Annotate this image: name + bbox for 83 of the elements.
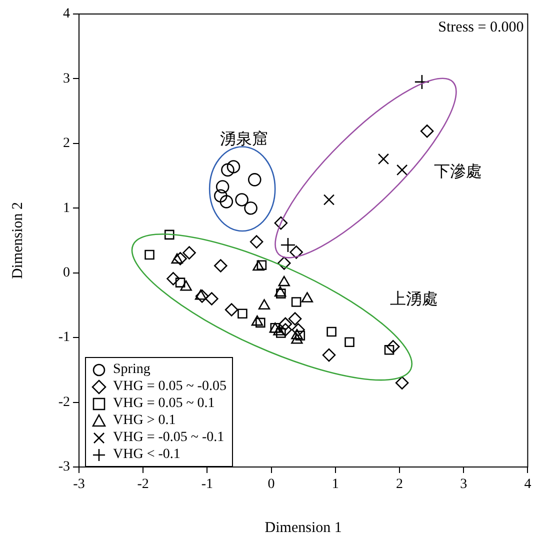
legend-label: Spring (113, 361, 150, 378)
y-tick-label: 2 (63, 136, 70, 152)
y-tick-label: 0 (63, 266, 70, 281)
legend-label: VHG < -0.1 (113, 446, 180, 463)
point (251, 315, 264, 326)
x-tick-label: -3 (73, 477, 85, 492)
legend-label: VHG = -0.05 ~ -0.1 (113, 429, 224, 446)
point (224, 303, 238, 316)
point (256, 260, 267, 270)
point (274, 286, 286, 297)
point (250, 235, 264, 248)
point (292, 323, 305, 336)
y-tick-label: 3 (63, 71, 70, 86)
point (220, 195, 234, 208)
point (288, 312, 302, 326)
point (166, 272, 180, 286)
x-tick-label: 3 (460, 477, 468, 492)
point (276, 288, 286, 298)
annotation: Stress = 0.000 (438, 19, 524, 36)
point (301, 292, 314, 302)
point (252, 260, 264, 271)
point (278, 323, 292, 336)
point (205, 292, 218, 306)
y-tick-label: 4 (63, 6, 70, 22)
point (322, 348, 336, 362)
x-tick-label: 1 (332, 477, 339, 492)
point (291, 328, 303, 340)
point (235, 193, 248, 206)
point (256, 318, 266, 328)
y-axis-title: Dimension 2 (10, 202, 26, 280)
legend-label: VHG = 0.05 ~ -0.05 (113, 378, 226, 395)
y-tick-label: 1 (63, 200, 70, 216)
annotation: 上湧處 (390, 289, 438, 308)
point (180, 280, 192, 291)
y-tick-label: -3 (58, 460, 70, 475)
point (214, 259, 228, 272)
point (344, 337, 354, 347)
x-tick-label: 0 (268, 477, 275, 492)
point (295, 330, 306, 341)
point (386, 340, 400, 354)
point (226, 160, 240, 174)
point (144, 250, 154, 260)
point (244, 201, 258, 215)
legend-label: VHG = 0.05 ~ 0.1 (113, 395, 215, 412)
point (216, 180, 230, 194)
x-tick-label: 2 (396, 477, 403, 492)
point (414, 74, 430, 90)
point (171, 253, 183, 264)
point (277, 256, 291, 270)
x-tick-label: -1 (201, 477, 214, 492)
point (378, 153, 390, 165)
point (248, 173, 262, 186)
point (274, 216, 288, 230)
x-tick-label: -2 (137, 477, 149, 492)
annotation: 湧泉窟 (220, 129, 268, 148)
point (326, 326, 336, 337)
x-tick-label: 4 (524, 477, 532, 492)
point (420, 124, 434, 138)
annotation: 下滲處 (434, 161, 482, 180)
point (221, 163, 234, 177)
point (290, 246, 303, 259)
point (396, 164, 408, 176)
y-tick-label: -2 (58, 394, 70, 410)
point (395, 376, 409, 390)
point (273, 325, 285, 336)
point (280, 237, 296, 253)
point (278, 276, 290, 286)
point (195, 290, 209, 303)
point (194, 290, 207, 300)
y-tick-label: -1 (58, 330, 70, 346)
point (291, 297, 302, 307)
point (214, 189, 228, 202)
legend-label: VHG > 0.1 (113, 412, 176, 429)
point (182, 246, 196, 260)
point (174, 252, 187, 266)
point (323, 194, 335, 206)
point (291, 334, 303, 344)
point (175, 278, 186, 288)
point (278, 317, 292, 331)
x-axis-title: Dimension 1 (264, 520, 342, 536)
point (164, 230, 174, 240)
point (238, 308, 248, 319)
point (258, 299, 270, 310)
